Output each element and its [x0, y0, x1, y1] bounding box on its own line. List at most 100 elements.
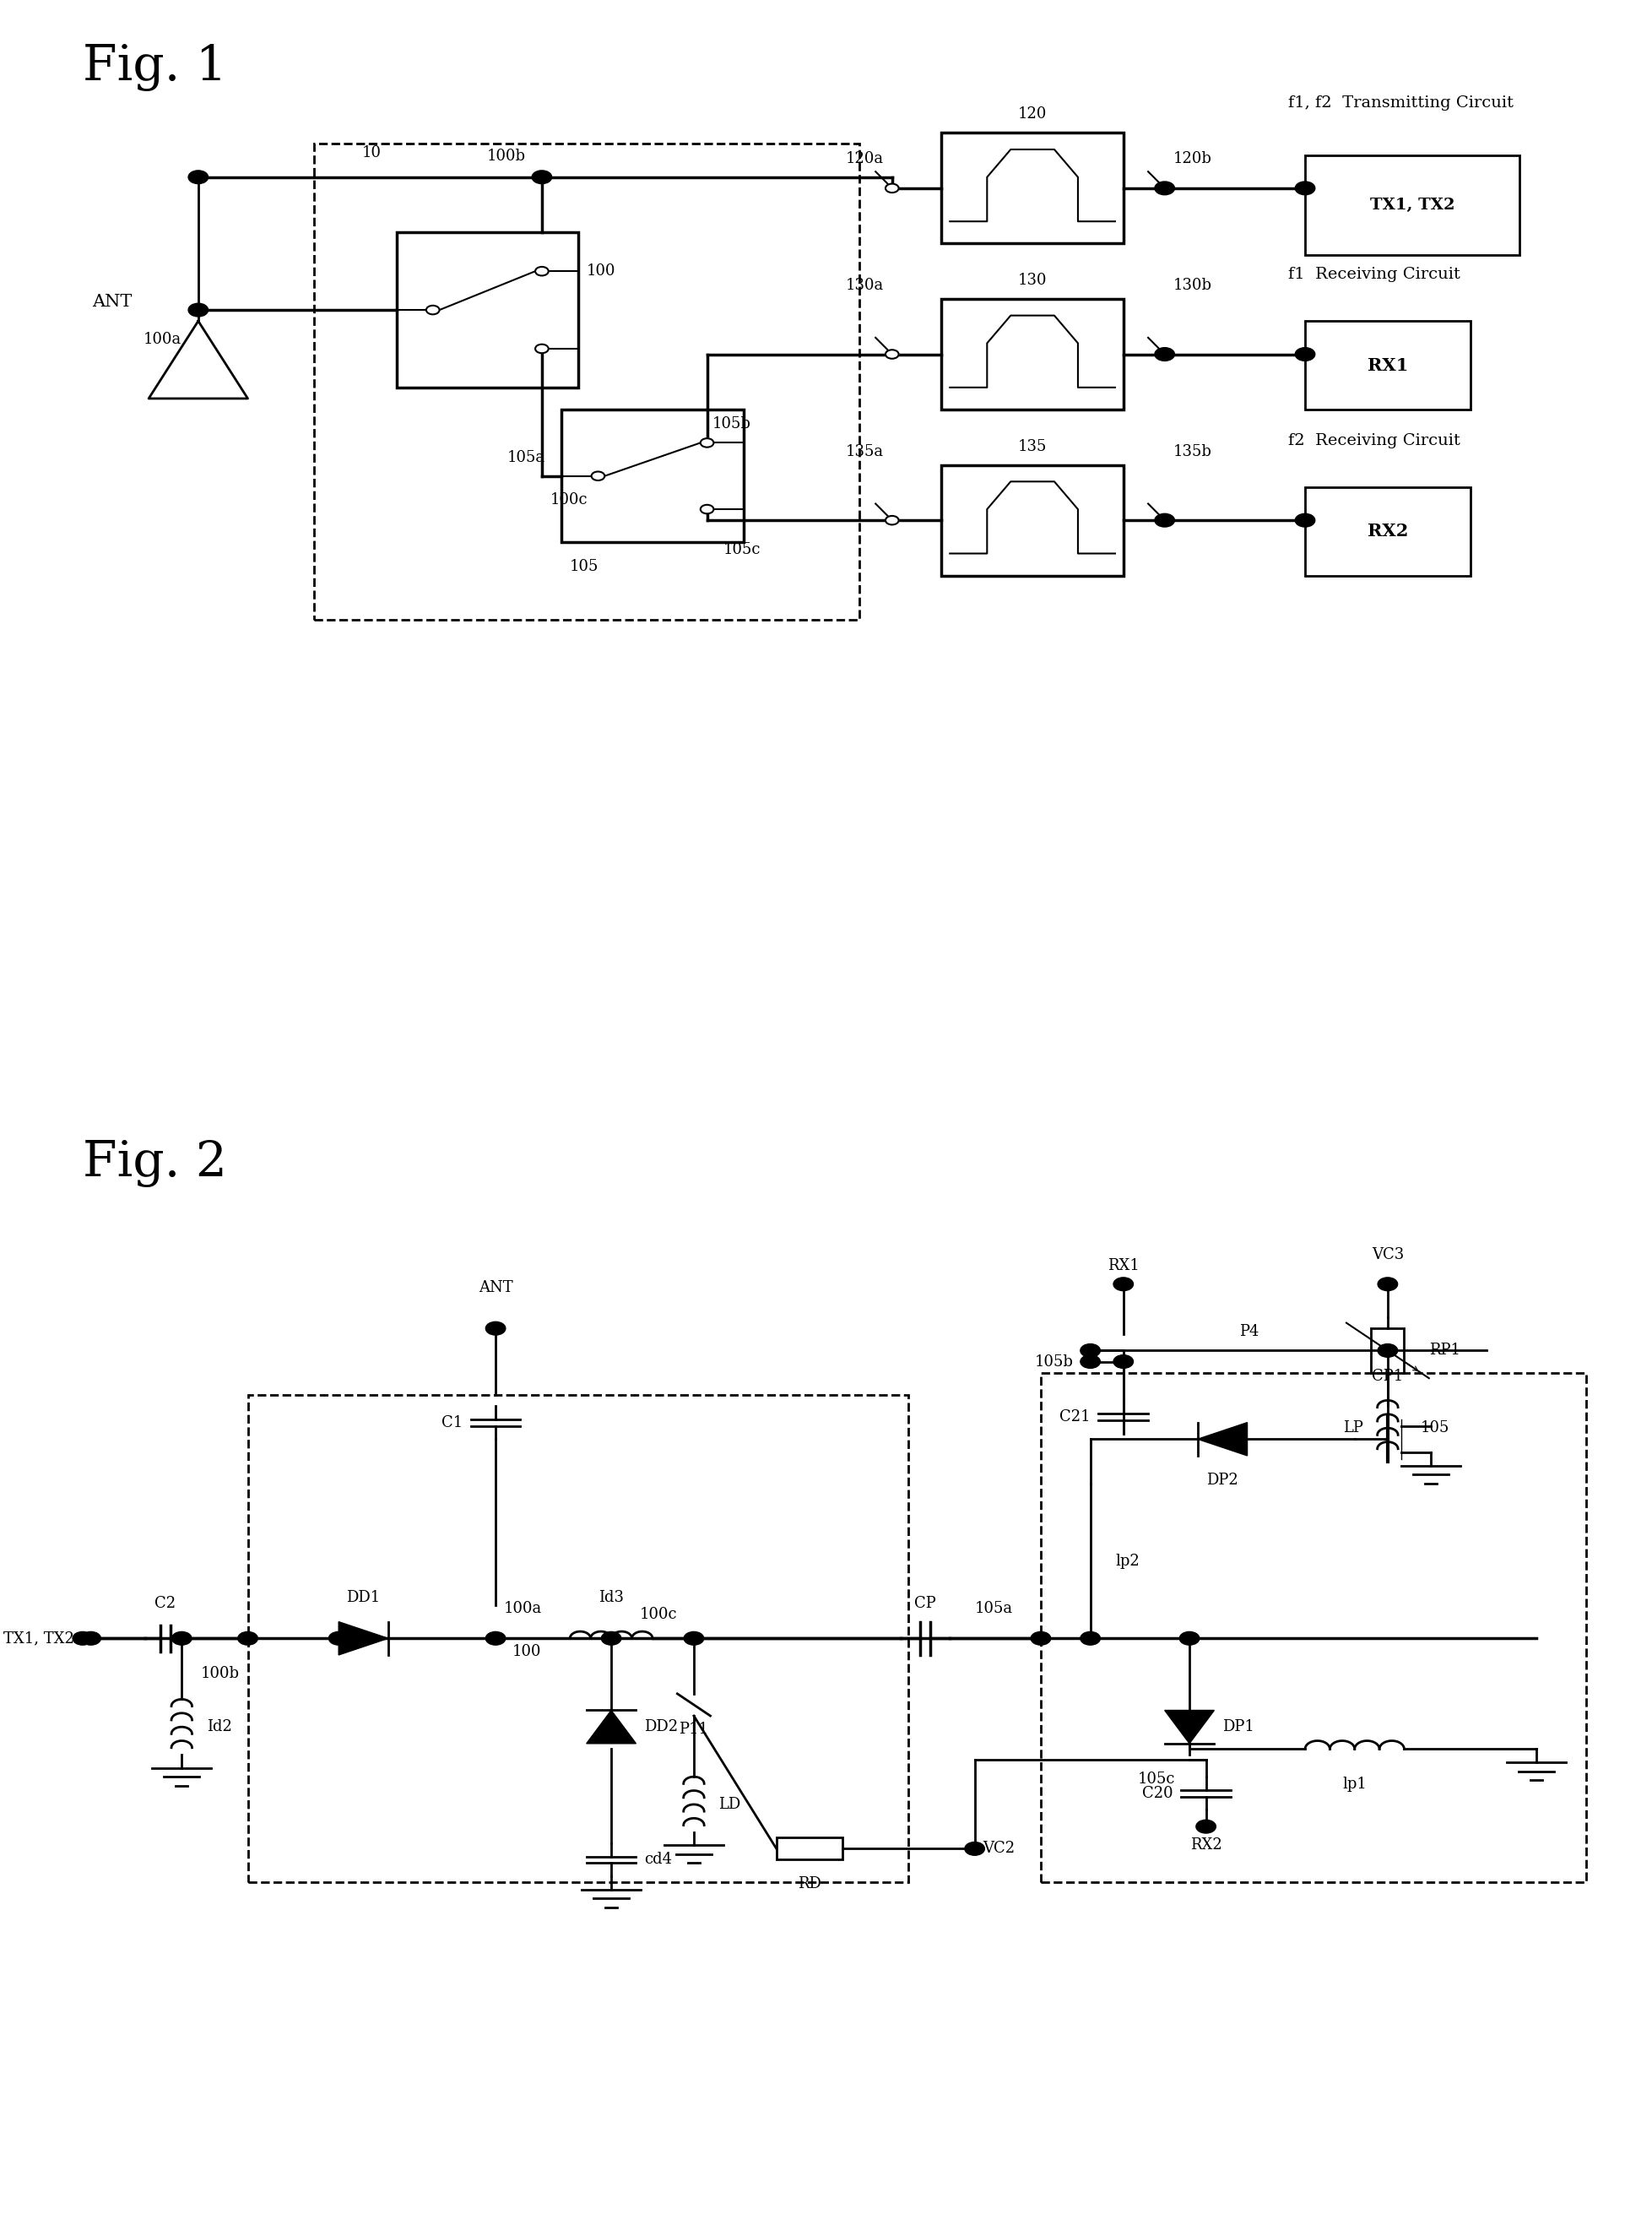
Circle shape	[591, 472, 605, 480]
Circle shape	[1155, 182, 1175, 195]
Text: P11: P11	[679, 1722, 709, 1736]
Text: C2: C2	[155, 1596, 175, 1612]
Circle shape	[188, 303, 208, 317]
Polygon shape	[1165, 1709, 1214, 1745]
Text: 105: 105	[570, 558, 600, 573]
Text: CP1: CP1	[1371, 1368, 1404, 1384]
Bar	[248, 1395, 909, 1882]
Text: 120a: 120a	[846, 151, 884, 166]
Circle shape	[1196, 1820, 1216, 1833]
Circle shape	[1158, 516, 1171, 525]
Text: 100b: 100b	[200, 1665, 240, 1680]
Bar	[942, 133, 1123, 244]
Text: P4: P4	[1239, 1324, 1259, 1339]
Bar	[396, 232, 578, 387]
Text: RD: RD	[798, 1877, 821, 1891]
Circle shape	[172, 1632, 192, 1645]
Text: 100a: 100a	[144, 332, 182, 348]
Text: C20: C20	[1142, 1787, 1173, 1800]
Bar	[1041, 1373, 1586, 1882]
Text: DP1: DP1	[1222, 1720, 1254, 1734]
Circle shape	[1378, 1344, 1398, 1357]
Text: RX2: RX2	[1189, 1838, 1222, 1853]
Circle shape	[535, 266, 548, 277]
Text: Fig. 1: Fig. 1	[83, 44, 226, 91]
Text: 135: 135	[1018, 438, 1047, 454]
Circle shape	[1295, 348, 1315, 361]
Bar	[1371, 1328, 1404, 1373]
Text: 105a: 105a	[507, 449, 545, 465]
Bar	[1305, 155, 1520, 255]
Circle shape	[486, 1322, 506, 1335]
Circle shape	[1295, 182, 1315, 195]
Text: 105: 105	[1421, 1421, 1450, 1435]
Text: f2  Receiving Circuit: f2 Receiving Circuit	[1289, 434, 1460, 447]
Text: 135a: 135a	[846, 445, 884, 461]
Text: 105c: 105c	[724, 542, 762, 558]
Text: DP2: DP2	[1206, 1472, 1239, 1488]
Circle shape	[1080, 1344, 1100, 1357]
Circle shape	[1113, 1355, 1133, 1368]
Text: Fig. 2: Fig. 2	[83, 1140, 226, 1187]
Circle shape	[1155, 348, 1175, 361]
Text: RX1: RX1	[1368, 356, 1408, 374]
Circle shape	[1080, 1632, 1100, 1645]
Circle shape	[1158, 350, 1171, 359]
Bar	[942, 299, 1123, 410]
Text: 105a: 105a	[975, 1601, 1013, 1616]
Text: RX1: RX1	[1107, 1258, 1140, 1273]
Circle shape	[532, 170, 552, 184]
Circle shape	[1080, 1355, 1100, 1368]
Bar	[1305, 487, 1470, 576]
Circle shape	[188, 170, 208, 184]
Circle shape	[486, 1632, 506, 1645]
Circle shape	[535, 343, 548, 354]
Circle shape	[601, 1632, 621, 1645]
Text: lp1: lp1	[1343, 1776, 1366, 1791]
Text: ANT: ANT	[93, 294, 132, 310]
Circle shape	[1180, 1632, 1199, 1645]
Text: 105c: 105c	[1138, 1771, 1175, 1787]
Text: VC2: VC2	[983, 1842, 1014, 1855]
Text: TX1, TX2: TX1, TX2	[3, 1632, 74, 1645]
Text: 120b: 120b	[1173, 151, 1211, 166]
Text: 10: 10	[362, 146, 382, 162]
Circle shape	[1158, 184, 1171, 193]
Text: 100: 100	[586, 263, 616, 279]
Text: 135b: 135b	[1173, 445, 1211, 461]
Circle shape	[965, 1842, 985, 1855]
Text: DD2: DD2	[644, 1720, 679, 1734]
Text: LP: LP	[1343, 1421, 1363, 1435]
Text: Id3: Id3	[598, 1590, 624, 1605]
Text: Id2: Id2	[206, 1720, 231, 1734]
Circle shape	[426, 306, 439, 314]
Bar	[314, 144, 859, 620]
Text: DD1: DD1	[347, 1590, 380, 1605]
Circle shape	[81, 1632, 101, 1645]
Text: LD: LD	[719, 1798, 740, 1811]
Circle shape	[684, 1632, 704, 1645]
Text: TX1, TX2: TX1, TX2	[1370, 197, 1455, 213]
Circle shape	[885, 184, 899, 193]
Text: 105b: 105b	[1036, 1355, 1074, 1368]
Text: ANT: ANT	[479, 1280, 512, 1295]
Text: cd4: cd4	[644, 1853, 672, 1866]
Text: 105b: 105b	[712, 416, 750, 432]
Polygon shape	[1198, 1421, 1247, 1457]
Text: 100c: 100c	[639, 1607, 677, 1621]
Text: RX2: RX2	[1368, 523, 1408, 540]
Polygon shape	[339, 1621, 388, 1656]
Text: 100b: 100b	[486, 148, 525, 164]
Text: C21: C21	[1059, 1410, 1090, 1424]
Text: 100: 100	[512, 1643, 542, 1658]
Circle shape	[238, 1632, 258, 1645]
Text: CP: CP	[914, 1596, 937, 1612]
Circle shape	[73, 1632, 93, 1645]
Bar	[1305, 321, 1470, 410]
Text: 130a: 130a	[846, 279, 884, 292]
Circle shape	[885, 350, 899, 359]
Circle shape	[1155, 514, 1175, 527]
Bar	[562, 410, 743, 542]
Text: 100a: 100a	[504, 1601, 542, 1616]
Text: 130: 130	[1018, 272, 1047, 288]
